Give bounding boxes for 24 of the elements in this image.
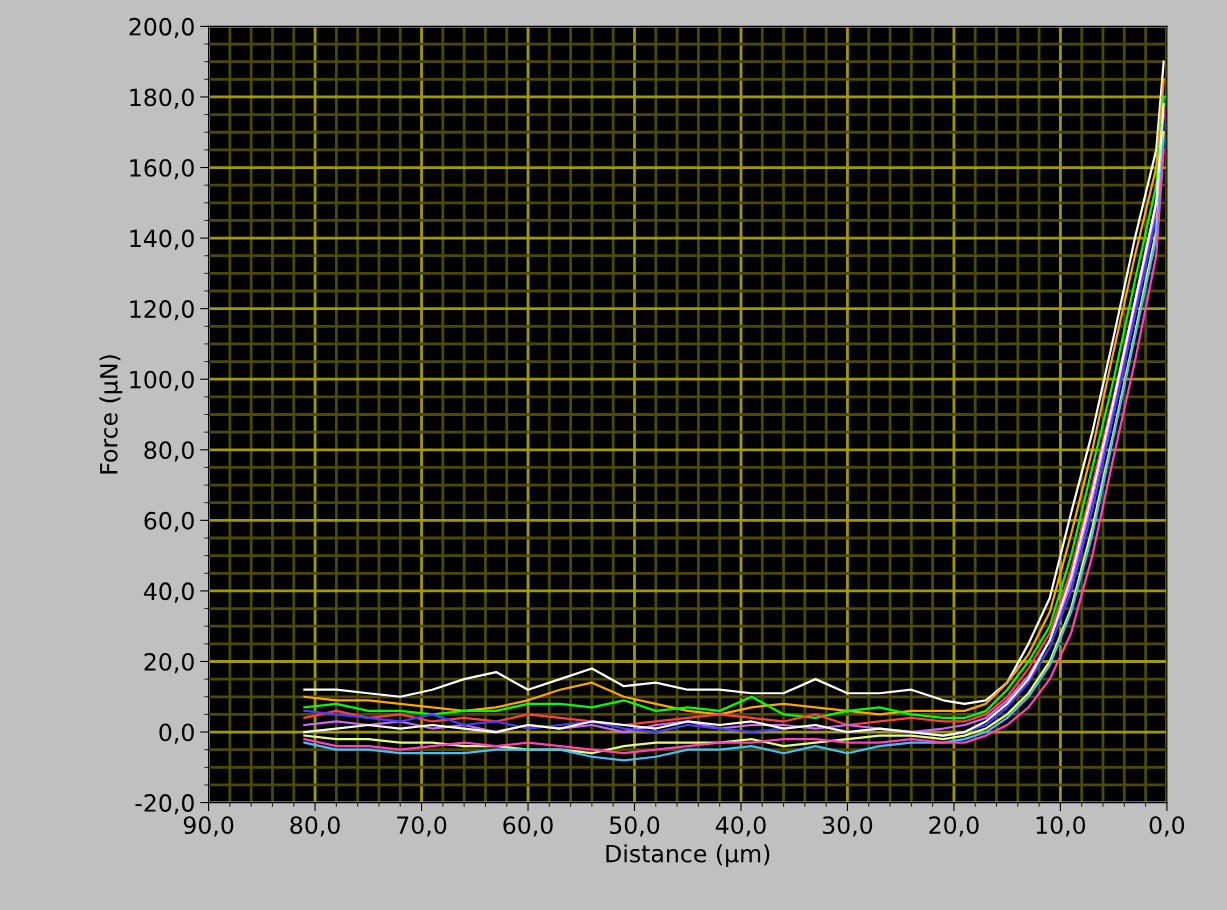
- y-tick-label: 80,0: [144, 441, 194, 462]
- y-axis-title: Force (µN): [99, 355, 123, 474]
- x-tick-label: 10,0: [1036, 816, 1086, 837]
- y-tick-label: 180,0: [130, 88, 194, 109]
- x-tick-label: 80,0: [290, 816, 340, 837]
- x-tick-label: 40,0: [715, 816, 766, 837]
- y-tick-label: 120,0: [130, 300, 194, 321]
- x-axis-title: Distance (µm): [606, 844, 770, 868]
- x-tick-label: 50,0: [610, 816, 660, 837]
- y-tick-label: 0,0: [159, 723, 194, 744]
- x-tick-label: 20,0: [929, 816, 979, 837]
- x-tick-label: 30,0: [822, 816, 873, 837]
- y-tick-label: 160,0: [130, 158, 194, 180]
- y-tick-label: -20,0: [135, 794, 194, 815]
- y-tick-label: 20,0: [144, 652, 194, 674]
- y-tick-label: 60,0: [144, 511, 194, 533]
- x-tick-label: 0,0: [1149, 816, 1185, 837]
- y-tick-label: 140,0: [130, 229, 194, 250]
- x-tick-label: 60,0: [503, 816, 553, 837]
- x-tick-label: 70,0: [397, 816, 447, 837]
- y-tick-label: 200,0: [129, 17, 194, 39]
- y-tick-label: 100,0: [130, 370, 194, 391]
- x-tick-label: 90,0: [183, 816, 234, 837]
- y-tick-label: 40,0: [143, 582, 194, 603]
